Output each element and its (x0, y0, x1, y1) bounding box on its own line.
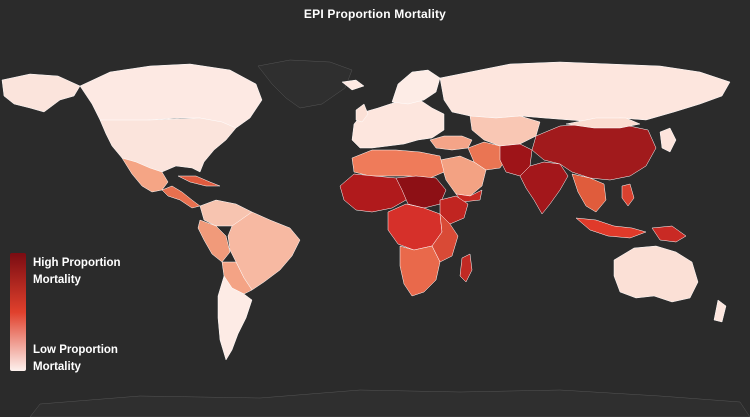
region-philippines[interactable] (621, 183, 635, 207)
region-central-asia[interactable] (469, 115, 541, 147)
region-greenland[interactable] (257, 59, 353, 109)
region-iceland[interactable] (341, 79, 365, 91)
region-usa[interactable] (99, 117, 237, 173)
region-antarctica[interactable] (29, 389, 750, 417)
region-southern-africa[interactable] (399, 245, 441, 297)
region-madagascar[interactable] (459, 253, 473, 283)
region-indonesia[interactable] (575, 217, 647, 239)
region-north-africa[interactable] (351, 149, 445, 179)
legend-low-label: Low Proportion Mortality (33, 342, 163, 376)
legend-color-scale (10, 253, 26, 371)
region-peru[interactable] (197, 219, 231, 263)
region-brazil[interactable] (227, 211, 301, 291)
region-png[interactable] (651, 225, 687, 243)
region-canada[interactable] (79, 63, 263, 129)
region-uk[interactable] (355, 103, 369, 123)
region-mongolia[interactable] (565, 117, 641, 129)
region-central-america[interactable] (161, 185, 201, 209)
legend-low-line2: Mortality (33, 361, 81, 373)
legend-high-line2: Mortality (33, 274, 81, 286)
region-west-africa[interactable] (339, 173, 411, 213)
legend-high-line1: High Proportion (33, 257, 121, 269)
region-japan[interactable] (659, 127, 677, 153)
legend-low-line1: Low Proportion (33, 344, 118, 356)
region-argentina-chile[interactable] (217, 275, 253, 361)
region-east-africa[interactable] (431, 213, 459, 263)
map-title: EPI Proportion Mortality (303, 7, 447, 21)
region-india[interactable] (519, 161, 569, 215)
region-new-zealand[interactable] (713, 299, 727, 323)
region-scandinavia[interactable] (391, 69, 441, 105)
region-turkey[interactable] (429, 135, 473, 151)
legend-high-label: High Proportion Mortality (33, 255, 163, 289)
region-alaska[interactable] (1, 73, 81, 113)
region-arabia[interactable] (439, 155, 487, 197)
region-russia[interactable] (439, 61, 731, 123)
region-australia[interactable] (613, 245, 699, 303)
region-europe[interactable] (351, 99, 445, 149)
region-mexico[interactable] (121, 157, 169, 193)
region-caribbean[interactable] (177, 175, 221, 187)
region-sudan-chad[interactable] (395, 175, 447, 209)
region-southeast-asia[interactable] (571, 173, 607, 213)
